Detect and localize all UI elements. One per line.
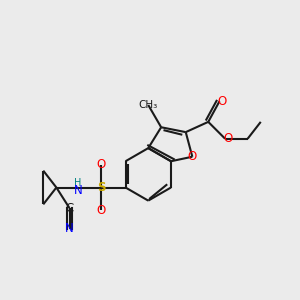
Text: N: N xyxy=(65,222,74,235)
Text: C: C xyxy=(65,202,74,214)
Text: O: O xyxy=(97,158,106,172)
Text: O: O xyxy=(97,203,106,217)
Text: CH₃: CH₃ xyxy=(139,100,158,110)
Text: S: S xyxy=(97,181,106,194)
Text: O: O xyxy=(224,132,233,145)
Text: O: O xyxy=(188,150,197,163)
Text: H: H xyxy=(74,178,82,188)
Text: O: O xyxy=(218,95,227,108)
Text: N: N xyxy=(74,184,82,197)
